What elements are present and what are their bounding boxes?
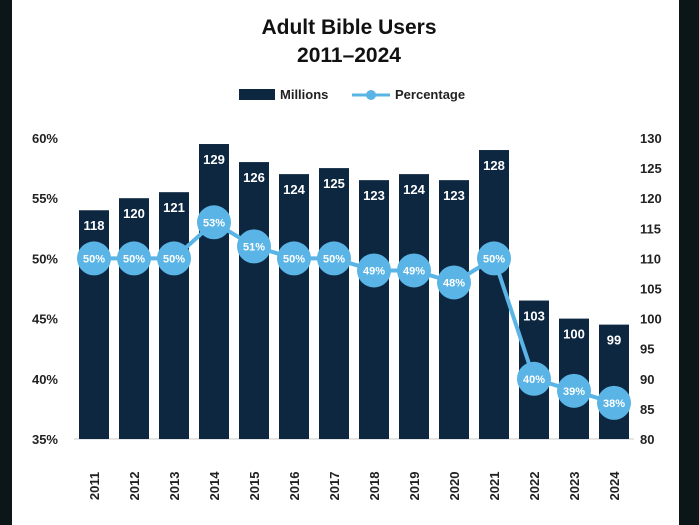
y-right-tick-label: 130 <box>640 131 662 146</box>
bar-millions <box>199 144 229 439</box>
legend-millions-swatch <box>239 89 275 100</box>
bar-millions <box>159 192 189 439</box>
bar-value-label: 129 <box>203 152 225 167</box>
x-tick-label: 2011 <box>87 472 102 500</box>
percentage-point <box>277 241 311 276</box>
bar-labels: 118 120 121 129 126 124 125 123 124 123 128 103 100 9… <box>84 152 622 348</box>
left-axis: 35% 40% 45% 50% 55% 60% <box>32 131 58 447</box>
percentage-value-label: 50% <box>83 253 105 265</box>
chart-svg: Adult Bible Users 2011–2024 Millions Per… <box>32 16 662 501</box>
y-right-tick-label: 85 <box>640 402 654 417</box>
bar-value-label: 99 <box>607 333 621 348</box>
x-tick-label: 2023 <box>567 472 582 501</box>
percentage-point <box>357 253 391 288</box>
bar-value-label: 103 <box>523 309 545 324</box>
bar-millions <box>239 162 269 439</box>
bar-value-label: 100 <box>563 327 585 342</box>
legend-percentage-marker <box>366 90 376 100</box>
x-axis: 2011 2012 2013 2014 2015 2016 2017 2018 2019 2020… <box>87 471 622 501</box>
percentage-point <box>437 265 471 300</box>
bar-value-label: 128 <box>483 158 505 173</box>
percentage-point <box>517 361 551 396</box>
percentage-value-label: 38% <box>603 398 625 410</box>
bar-value-label: 124 <box>283 182 305 197</box>
percentage-value-label: 49% <box>403 265 425 277</box>
percentage-value-label: 50% <box>283 253 305 265</box>
percentage-point <box>197 205 231 240</box>
percentage-point <box>477 241 511 276</box>
percentage-point <box>557 373 591 408</box>
percentage-point <box>77 241 111 276</box>
y-right-tick-label: 120 <box>640 191 662 206</box>
x-tick-label: 2017 <box>327 472 342 501</box>
bar-millions <box>319 168 349 439</box>
y-right-tick-label: 90 <box>640 372 654 387</box>
x-tick-label: 2022 <box>527 472 542 501</box>
y-right-tick-label: 80 <box>640 432 654 447</box>
legend: Millions Percentage <box>239 87 465 102</box>
x-tick-label: 2014 <box>207 471 222 501</box>
percentage-value-label: 50% <box>323 253 345 265</box>
x-tick-label: 2012 <box>127 472 142 501</box>
bars <box>79 144 629 440</box>
y-right-tick-label: 110 <box>640 251 661 266</box>
percentage-point <box>597 385 631 420</box>
bar-value-label: 123 <box>443 188 465 203</box>
y-right-tick-label: 115 <box>640 221 661 236</box>
legend-millions-label: Millions <box>280 87 328 102</box>
percentage-value-label: 50% <box>163 253 185 265</box>
legend-percentage-label: Percentage <box>395 87 465 102</box>
right-axis: 80 85 90 95 100 105 110 115 120 125 130 <box>640 131 662 447</box>
bar-value-label: 125 <box>323 176 345 191</box>
x-tick-label: 2020 <box>447 472 462 501</box>
percentage-value-label: 48% <box>443 277 465 289</box>
x-tick-label: 2024 <box>607 471 622 501</box>
x-tick-label: 2016 <box>287 472 302 501</box>
x-tick-label: 2019 <box>407 472 422 501</box>
percentage-value-label: 50% <box>123 253 145 265</box>
percentage-value-label: 49% <box>363 265 385 277</box>
percentage-points: 50% 50% 50% 53% 51% 50% 50% 49% 49% 48% 50% 40% 39% 3… <box>77 205 631 420</box>
bar-value-label: 126 <box>243 170 265 185</box>
percentage-point <box>117 241 151 276</box>
percentage-value-label: 51% <box>243 241 265 253</box>
chart-frame: Adult Bible Users 2011–2024 Millions Per… <box>12 0 679 525</box>
bar-millions <box>439 180 469 439</box>
y-right-tick-label: 105 <box>640 282 662 297</box>
percentage-value-label: 39% <box>563 386 585 398</box>
bar-value-label: 118 <box>84 218 105 233</box>
x-tick-label: 2018 <box>367 472 382 501</box>
y-left-tick-label: 40% <box>32 372 58 387</box>
y-left-tick-label: 55% <box>32 191 58 206</box>
bar-millions <box>599 324 629 439</box>
percentage-value-label: 50% <box>483 253 505 265</box>
bar-millions <box>399 174 429 439</box>
y-left-tick-label: 50% <box>32 251 58 266</box>
percentage-point <box>237 229 271 264</box>
y-right-tick-label: 95 <box>640 342 654 357</box>
percentage-point <box>397 253 431 288</box>
bar-millions <box>279 174 309 439</box>
x-tick-label: 2015 <box>247 472 262 501</box>
chart-subtitle: 2011–2024 <box>297 44 401 67</box>
y-right-tick-label: 125 <box>640 161 662 176</box>
bar-value-label: 123 <box>363 188 385 203</box>
bar-value-label: 120 <box>123 206 145 221</box>
bar-millions <box>119 198 149 439</box>
x-tick-label: 2021 <box>487 472 502 501</box>
percentage-value-label: 53% <box>203 217 225 229</box>
y-left-tick-label: 35% <box>32 432 58 447</box>
y-left-tick-label: 45% <box>32 312 58 327</box>
bar-value-label: 124 <box>403 182 425 197</box>
bar-value-label: 121 <box>163 200 185 215</box>
percentage-point <box>157 241 191 276</box>
percentage-point <box>317 241 351 276</box>
percentage-value-label: 40% <box>523 374 545 386</box>
y-right-tick-label: 100 <box>640 312 662 327</box>
chart-title: Adult Bible Users <box>261 16 436 39</box>
y-left-tick-label: 60% <box>32 131 58 146</box>
x-tick-label: 2013 <box>167 472 182 501</box>
bar-millions <box>359 180 389 439</box>
